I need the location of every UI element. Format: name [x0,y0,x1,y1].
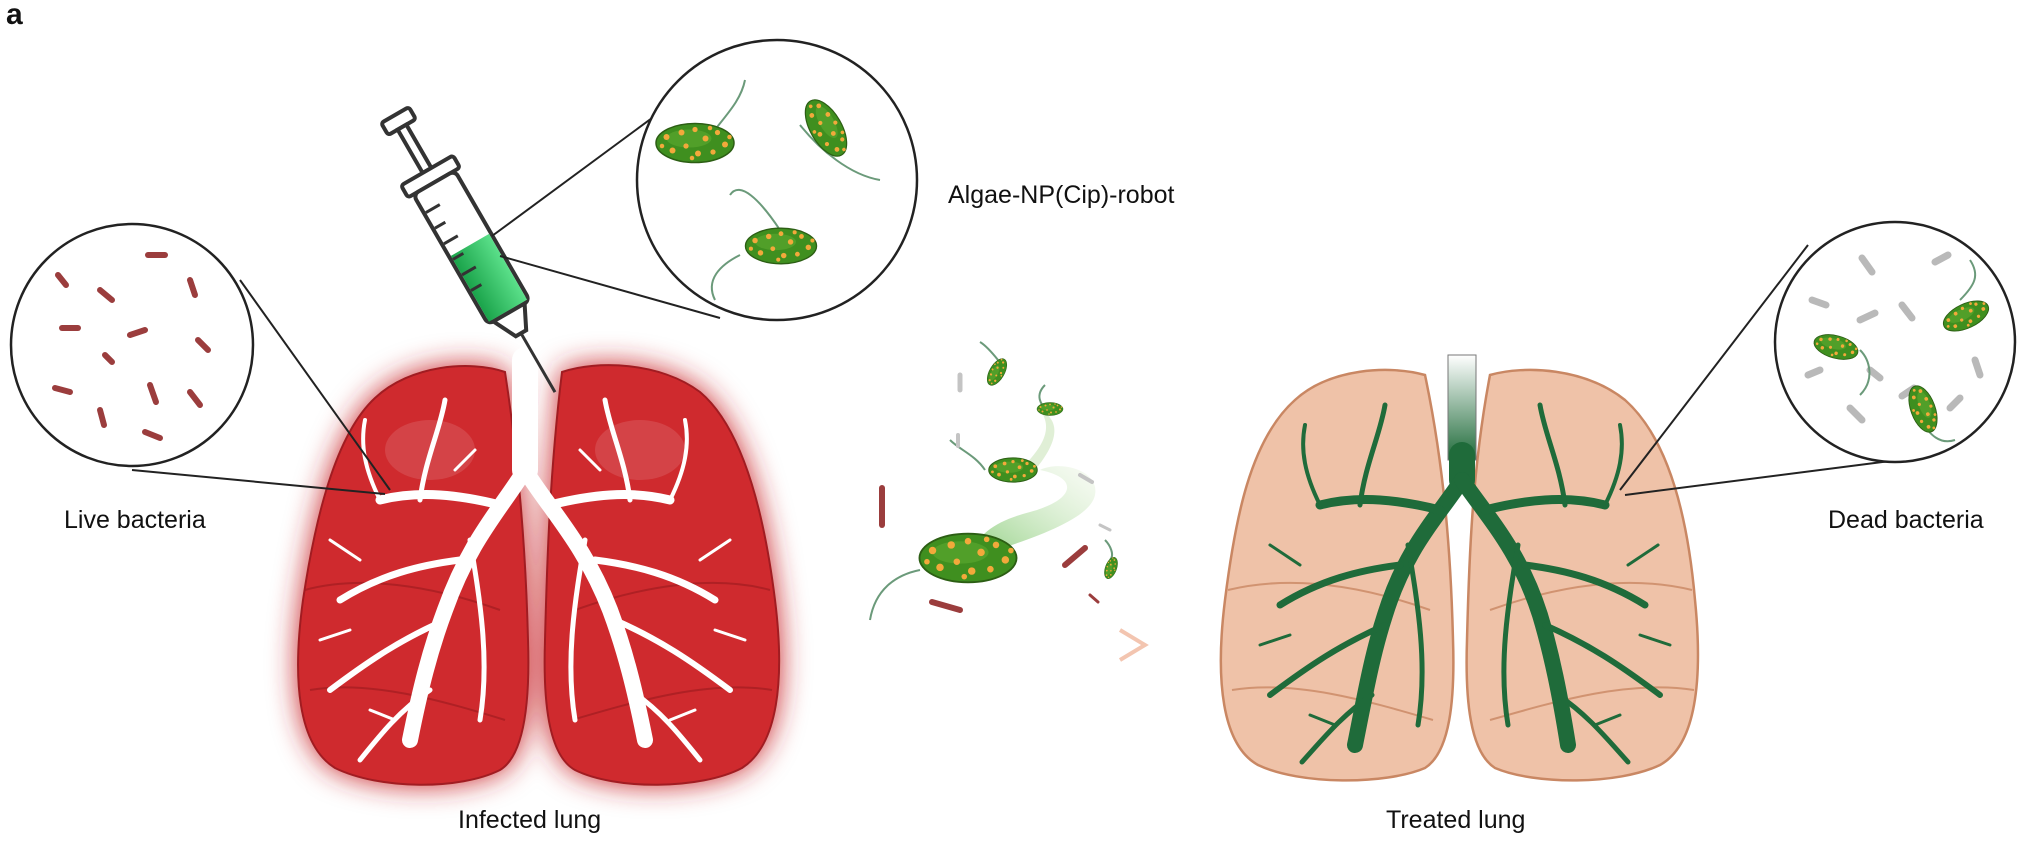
robot-label: Algae-NP(Cip)-robot [948,181,1175,209]
infected-lung-label: Infected lung [458,806,602,834]
live-bacteria-icon [52,252,211,441]
panel-letter: a [6,0,23,31]
zoom-callout-robot [491,38,919,322]
live-bacteria-label: Live bacteria [64,506,206,534]
dead-bacteria-icon [1804,251,1984,424]
treated-lung-illustration [1219,354,1700,782]
treated-lung-label: Treated lung [1386,806,1526,834]
infected-lung-illustration [297,347,781,786]
dead-bacteria-label: Dead bacteria [1828,506,1984,534]
swimming-robots [869,341,1121,621]
syringe-icon [380,106,557,393]
treatment-arrow [885,628,1149,662]
zoom-callout-dead-bacteria [1619,220,2017,496]
zoom-callout-live-bacteria [9,222,391,495]
